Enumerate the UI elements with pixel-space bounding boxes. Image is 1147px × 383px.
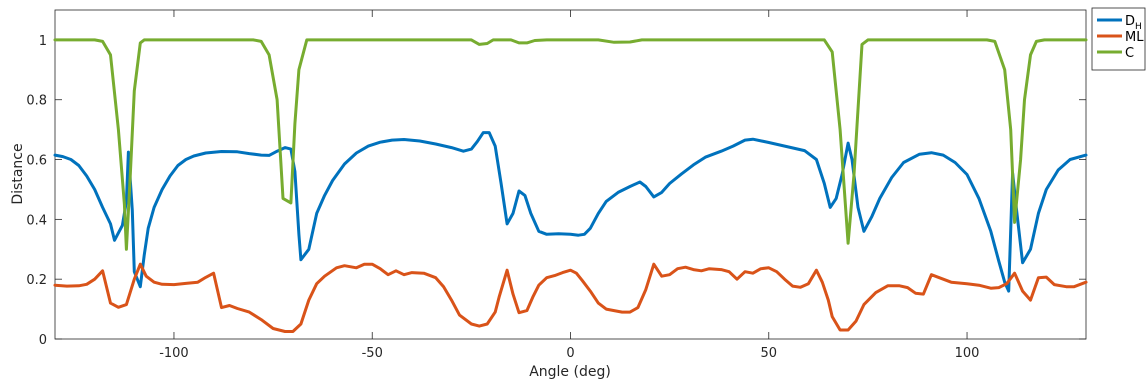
series-lines [53,38,1088,333]
y-tick-label: 0 [39,333,47,348]
series-line-d [53,131,1088,293]
y-tick-label: 0.4 [26,213,47,228]
x-tick-label: 50 [760,346,777,361]
x-tick-label: -100 [159,346,189,361]
plot-area [54,9,1087,340]
x-axis-label: Angle (deg) [529,364,611,380]
x-tick-label: 0 [566,346,574,361]
axis-tick-labels: -100 -50 0 50 100 0 0.2 0.4 0.6 0.8 1 [26,34,979,361]
y-tick-label: 0.2 [26,273,47,288]
y-tick-label: 0.8 [26,94,47,109]
series-line-ml [53,262,1088,333]
legend-label-c: C [1125,46,1134,61]
x-tick-label: -50 [362,346,383,361]
y-tick-label: 1 [39,34,47,49]
series-line-c [53,38,1088,251]
x-tick-label: 100 [955,346,980,361]
legend-label-subscript: H [1135,22,1142,32]
legend-box [1091,7,1146,71]
y-axis-label: Distance [10,143,26,204]
y-tick-label: 0.6 [26,154,47,169]
legend-label-ml: ML [1125,30,1144,45]
